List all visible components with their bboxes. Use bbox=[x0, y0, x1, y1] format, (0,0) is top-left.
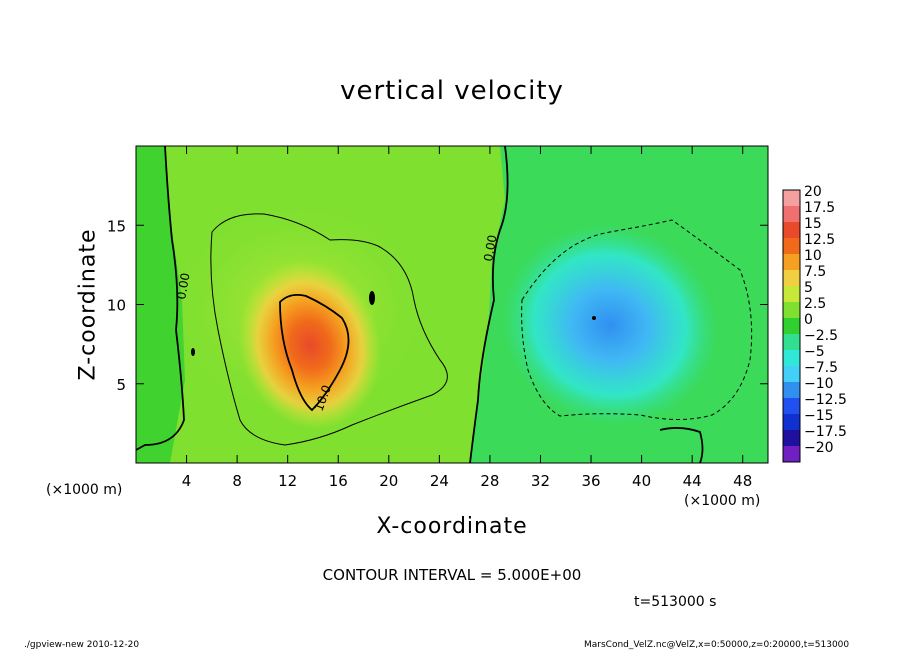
colorbar-label: 2.5 bbox=[804, 296, 826, 312]
footer-right: MarsCond_VelZ.nc@VelZ,x=0:50000,z=0:2000… bbox=[584, 640, 850, 650]
y-tick-label: 5 bbox=[116, 376, 126, 394]
colorbar-swatch bbox=[783, 286, 800, 303]
contour-interval-label: CONTOUR INTERVAL = 5.000E+00 bbox=[322, 566, 582, 584]
colorbar-label: 7.5 bbox=[804, 264, 826, 280]
updraft-core bbox=[238, 260, 382, 430]
colorbar-swatch bbox=[783, 366, 800, 383]
y-tick-label: 10 bbox=[107, 297, 126, 315]
x-unit-left: (×1000 m) bbox=[46, 482, 123, 498]
contour-label: 0.00 bbox=[174, 272, 192, 301]
downdraft-core bbox=[501, 223, 719, 427]
x-tick-label: 16 bbox=[329, 472, 348, 490]
colorbar-swatch bbox=[783, 446, 800, 463]
chart-title: vertical velocity bbox=[340, 76, 564, 106]
x-unit-right: (×1000 m) bbox=[684, 493, 761, 509]
contour-closed-small bbox=[369, 291, 375, 305]
colorbar-label: 5 bbox=[804, 280, 813, 296]
colorbar-label: −7.5 bbox=[804, 360, 838, 376]
x-tick-label: 28 bbox=[480, 472, 499, 490]
x-tick-label: 40 bbox=[632, 472, 651, 490]
colorbar-label: 20 bbox=[804, 184, 822, 200]
contour-label: 0.00 bbox=[481, 234, 499, 263]
y-axis: 5 10 15 bbox=[107, 217, 768, 394]
contour-zero-left bbox=[136, 146, 185, 451]
contour-closed-small-2 bbox=[191, 348, 195, 356]
contour-10 bbox=[279, 293, 350, 412]
colorbar-label: −17.5 bbox=[804, 424, 847, 440]
plot-area: 0.00 0.00 10.0 bbox=[136, 146, 768, 463]
colorbar-swatch bbox=[783, 350, 800, 367]
colorbar-label: 17.5 bbox=[804, 200, 835, 216]
colorbar-label: 15 bbox=[804, 216, 822, 232]
colorbar-swatch bbox=[783, 334, 800, 351]
colorbar-swatch bbox=[783, 302, 800, 319]
colorbar-label: −15 bbox=[804, 408, 834, 424]
x-tick-label: 32 bbox=[531, 472, 550, 490]
x-axis-label: X-coordinate bbox=[376, 514, 528, 539]
colorbar-swatch bbox=[783, 430, 800, 447]
colorbar-label: −5 bbox=[804, 344, 825, 360]
contour-zero-mid bbox=[469, 146, 509, 463]
x-tick-label: 4 bbox=[182, 472, 192, 490]
colorbar: 2017.51512.5107.552.50−2.5−5−7.5−10−12.5… bbox=[782, 184, 847, 463]
colorbar-swatch bbox=[783, 254, 800, 271]
x-tick-label: 44 bbox=[683, 472, 702, 490]
contour-minus-5 bbox=[521, 219, 753, 420]
colorbar-label: 10 bbox=[804, 248, 822, 264]
colorbar-swatch bbox=[783, 382, 800, 399]
colorbar-label: −10 bbox=[804, 376, 834, 392]
contour-zero-right bbox=[659, 427, 704, 463]
colorbar-swatch bbox=[783, 270, 800, 287]
colorbar-swatch bbox=[783, 190, 800, 207]
colorbar-swatch bbox=[783, 206, 800, 223]
colorbar-label: 12.5 bbox=[804, 232, 835, 248]
time-label: t=513000 s bbox=[634, 594, 717, 610]
contour-min-dot bbox=[592, 316, 596, 320]
footer-left: ./gpview-new 2010-12-20 bbox=[24, 640, 140, 650]
x-axis: 4 8 12 16 20 24 28 32 36 40 44 48 bbox=[182, 146, 752, 490]
x-tick-label: 8 bbox=[232, 472, 242, 490]
colorbar-label: −2.5 bbox=[804, 328, 838, 344]
near-zero-region bbox=[136, 146, 185, 463]
colorbar-swatch bbox=[783, 318, 800, 335]
x-tick-label: 12 bbox=[278, 472, 297, 490]
colorbar-frame bbox=[782, 189, 801, 463]
colorbar-label: −20 bbox=[804, 440, 834, 456]
colorbar-swatch bbox=[783, 398, 800, 415]
x-tick-label: 24 bbox=[430, 472, 449, 490]
y-tick-label: 15 bbox=[107, 217, 126, 235]
colorbar-label: −12.5 bbox=[804, 392, 847, 408]
x-tick-label: 36 bbox=[581, 472, 600, 490]
colorbar-label: 0 bbox=[804, 312, 813, 328]
colorbar-swatch bbox=[783, 414, 800, 431]
colorbar-swatch bbox=[783, 238, 800, 255]
colorbar-swatch bbox=[783, 222, 800, 239]
x-tick-label: 20 bbox=[379, 472, 398, 490]
x-tick-label: 48 bbox=[733, 472, 752, 490]
contour-5 bbox=[210, 213, 448, 446]
